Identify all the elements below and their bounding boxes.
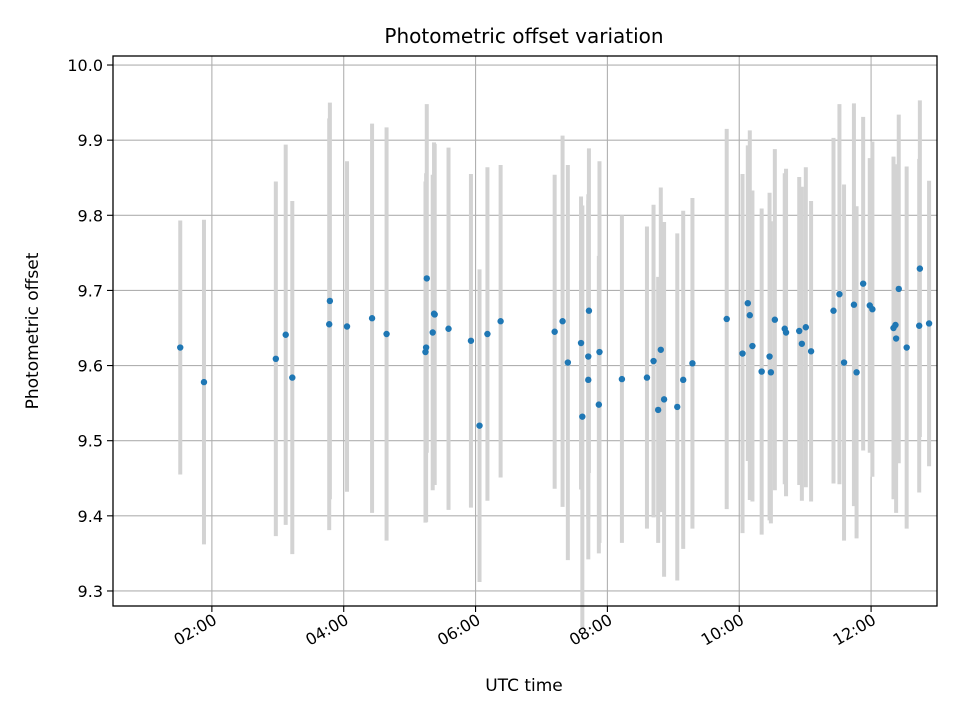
- data-point: [758, 368, 765, 375]
- data-point: [476, 422, 483, 429]
- data-point: [585, 307, 593, 314]
- data-point: [484, 330, 491, 338]
- data-point: [766, 353, 773, 360]
- data-point: [689, 360, 696, 367]
- data-point: [660, 396, 668, 403]
- y-tick-label: 9.6: [78, 357, 103, 376]
- data-point: [559, 318, 566, 325]
- data-point: [723, 315, 730, 323]
- y-tick-label: 9.5: [78, 432, 103, 451]
- data-point: [177, 344, 184, 351]
- data-point: [796, 327, 803, 335]
- data-points: [177, 265, 933, 429]
- data-point: [422, 344, 430, 351]
- data-point: [830, 307, 837, 314]
- data-point: [767, 369, 775, 376]
- data-point: [585, 353, 592, 360]
- data-point: [657, 346, 664, 353]
- data-point: [467, 337, 475, 344]
- data-point: [807, 348, 815, 355]
- data-point: [423, 275, 430, 282]
- data-point: [326, 297, 334, 305]
- data-point: [282, 331, 289, 338]
- data-point: [746, 312, 753, 319]
- data-point: [596, 348, 603, 356]
- y-axis: 9.3 9.4 9.5 9.6 9.7 9.8 9.9 10.0: [67, 56, 113, 601]
- x-axis-label: UTC time: [485, 676, 563, 696]
- data-point: [272, 355, 280, 363]
- data-point: [802, 324, 810, 331]
- data-point: [859, 280, 867, 287]
- y-tick-label: 9.4: [78, 507, 103, 526]
- data-point: [585, 376, 592, 384]
- data-point: [680, 376, 687, 384]
- y-tick-label: 9.3: [78, 582, 103, 601]
- y-tick-label: 9.7: [78, 281, 103, 300]
- y-axis-label: Photometric offset: [23, 252, 43, 409]
- data-point: [383, 330, 390, 338]
- y-tick-label: 10.0: [67, 56, 103, 75]
- plot-frame: [112, 55, 938, 607]
- data-point: [429, 329, 436, 336]
- data-point: [431, 311, 438, 318]
- data-point: [903, 344, 910, 351]
- data-point: [579, 413, 586, 420]
- data-point: [445, 325, 452, 332]
- data-point: [798, 340, 806, 347]
- data-point: [744, 299, 752, 307]
- data-point: [674, 403, 681, 411]
- data-point: [564, 359, 572, 366]
- data-point: [577, 339, 585, 347]
- data-point: [850, 301, 858, 308]
- data-point: [650, 357, 657, 365]
- data-point: [497, 318, 504, 325]
- data-point: [925, 320, 933, 327]
- data-point: [343, 323, 351, 330]
- data-point: [916, 265, 924, 272]
- data-point: [853, 369, 860, 376]
- data-point: [643, 374, 651, 381]
- data-point: [618, 375, 626, 383]
- data-point: [200, 378, 208, 386]
- chart-title: Photometric offset variation: [384, 24, 663, 48]
- data-point: [289, 374, 296, 381]
- data-point: [654, 406, 662, 414]
- data-point: [749, 342, 756, 350]
- data-point: [368, 315, 376, 322]
- y-tick-label: 9.8: [78, 206, 103, 225]
- data-point: [771, 316, 779, 323]
- data-point: [782, 329, 790, 336]
- data-point: [895, 285, 902, 293]
- data-point: [326, 321, 333, 328]
- data-point: [892, 321, 899, 329]
- data-point: [739, 350, 746, 357]
- data-point: [892, 335, 900, 342]
- data-point: [595, 401, 603, 408]
- data-point: [836, 290, 843, 298]
- data-point: [916, 322, 923, 329]
- y-tick-label: 9.9: [78, 131, 103, 150]
- data-point: [869, 306, 876, 313]
- data-point: [840, 359, 848, 366]
- data-point: [551, 328, 558, 335]
